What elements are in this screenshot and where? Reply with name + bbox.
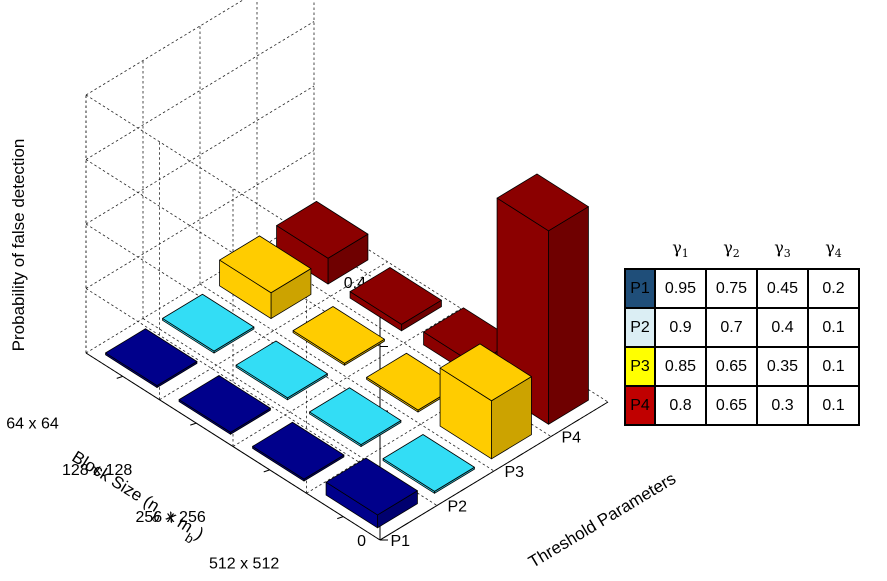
bars [105, 173, 589, 529]
table-cell: 0.3 [756, 385, 809, 426]
table-corner [625, 226, 655, 269]
row-label-p4: P4 [624, 385, 656, 426]
bar-p2-2 [235, 340, 328, 401]
table-cell: 0.1 [807, 346, 860, 387]
bar-top-face [252, 421, 345, 480]
bar-top-face [105, 328, 198, 387]
x-axis-title: Threshold Parameters [525, 469, 679, 572]
table-row: P4 0.8 0.65 0.3 0.1 [624, 385, 860, 426]
bar-top-face [178, 375, 271, 433]
y-tick-mark [116, 375, 123, 379]
table-cell: 0.35 [756, 346, 809, 387]
table-cell: 0.7 [705, 307, 758, 348]
y-tick-label: 256 x 256 [135, 509, 205, 526]
left-wall-grid-line [85, 223, 381, 412]
y-tick-label: 64 x 64 [6, 415, 59, 432]
table-row: P1 0.95 0.75 0.45 0.2 [624, 268, 860, 309]
bar-top-face [235, 340, 328, 399]
bar-front-face [548, 206, 589, 425]
bar-p2-4 [382, 434, 475, 494]
y-tick-mark [263, 469, 270, 473]
bar-top-face [496, 173, 589, 232]
bar-p2-3 [309, 387, 402, 447]
table-cell: 0.8 [654, 385, 707, 426]
bar-p3-4 [439, 343, 532, 460]
x-tick-mark [403, 522, 409, 527]
table-cell: 0.65 [705, 385, 758, 426]
x-tick-mark [574, 418, 580, 423]
x-tick-label: P2 [448, 498, 468, 515]
floor-grid-line [85, 214, 315, 354]
floor-grid-line [159, 261, 388, 401]
y-tick-label: 512 x 512 [209, 556, 279, 573]
bar-p4-2 [349, 267, 442, 332]
x-tick-label: P4 [562, 429, 582, 446]
gamma2-header: γ2 [723, 237, 740, 260]
table-cell: 0.85 [654, 346, 707, 387]
bar-top-face [349, 267, 442, 325]
bar-p2-1 [162, 293, 255, 354]
back-wall-grid-line [85, 85, 315, 225]
bar-p4-1 [276, 200, 369, 285]
row-label-p3: P3 [624, 346, 656, 387]
table-cell: 0.45 [756, 268, 809, 309]
bar-top-face [162, 293, 255, 352]
bar-top-face [276, 200, 369, 259]
bar-p3-1 [219, 235, 312, 319]
floor-grid-line [199, 283, 495, 472]
table-header-row: γ1 γ2 γ3 γ4 [625, 226, 859, 269]
y-axis-line [85, 352, 381, 541]
table-cell: 0.1 [807, 385, 860, 426]
table-cell: 0.75 [705, 268, 758, 309]
y-tick-label: 128 x 128 [62, 462, 132, 479]
x-tick-label: P1 [391, 533, 411, 550]
x-tick-label: P3 [505, 464, 525, 481]
row-label-p2: P2 [624, 307, 656, 348]
bar-p1-1 [105, 328, 198, 388]
bar-top-face [219, 235, 312, 294]
z-tick-label: 0 [357, 533, 366, 550]
bar-top-face [325, 457, 418, 516]
z-axis-title: Probability of false detection [9, 139, 28, 352]
y-tick-mark [190, 422, 197, 426]
table-row: P2 0.9 0.7 0.4 0.1 [624, 307, 860, 348]
table-cell: 0.4 [756, 307, 809, 348]
gamma4-header: γ4 [825, 237, 842, 260]
bar-top-face [439, 343, 532, 402]
bar-p3-2 [292, 306, 385, 366]
x-axis-line [379, 401, 609, 541]
threshold-parameter-table: γ1 γ2 γ3 γ4 P1 0.95 0.75 0.45 0.2 P2 0.9… [624, 226, 860, 426]
floor-grid-line [232, 308, 462, 447]
table-row: P3 0.85 0.65 0.35 0.1 [624, 346, 860, 387]
bar-top-face [309, 387, 402, 446]
row-label-p1: P1 [624, 268, 656, 309]
gamma3-header: γ3 [774, 237, 791, 260]
table-cell: 0.9 [654, 307, 707, 348]
table-cell: 0.1 [807, 307, 860, 348]
y-axis-title: Block Size (nb x mb) [65, 447, 207, 549]
back-wall-grid-line [85, 150, 315, 289]
bar-p1-2 [178, 375, 271, 435]
left-wall-grid-line [85, 288, 381, 476]
table-cell: 0.2 [807, 268, 860, 309]
back-wall-grid-line [85, 21, 315, 160]
bar-p1-4 [325, 457, 418, 529]
table-cell: 0.65 [705, 346, 758, 387]
bar-top-face [382, 434, 475, 492]
y-tick-mark [337, 516, 344, 520]
gamma1-header: γ1 [672, 237, 689, 260]
x-tick-mark [517, 453, 523, 458]
bar-p1-3 [252, 421, 345, 482]
bar-top-face [292, 306, 385, 364]
x-tick-mark [460, 487, 466, 492]
table-cell: 0.95 [654, 268, 707, 309]
